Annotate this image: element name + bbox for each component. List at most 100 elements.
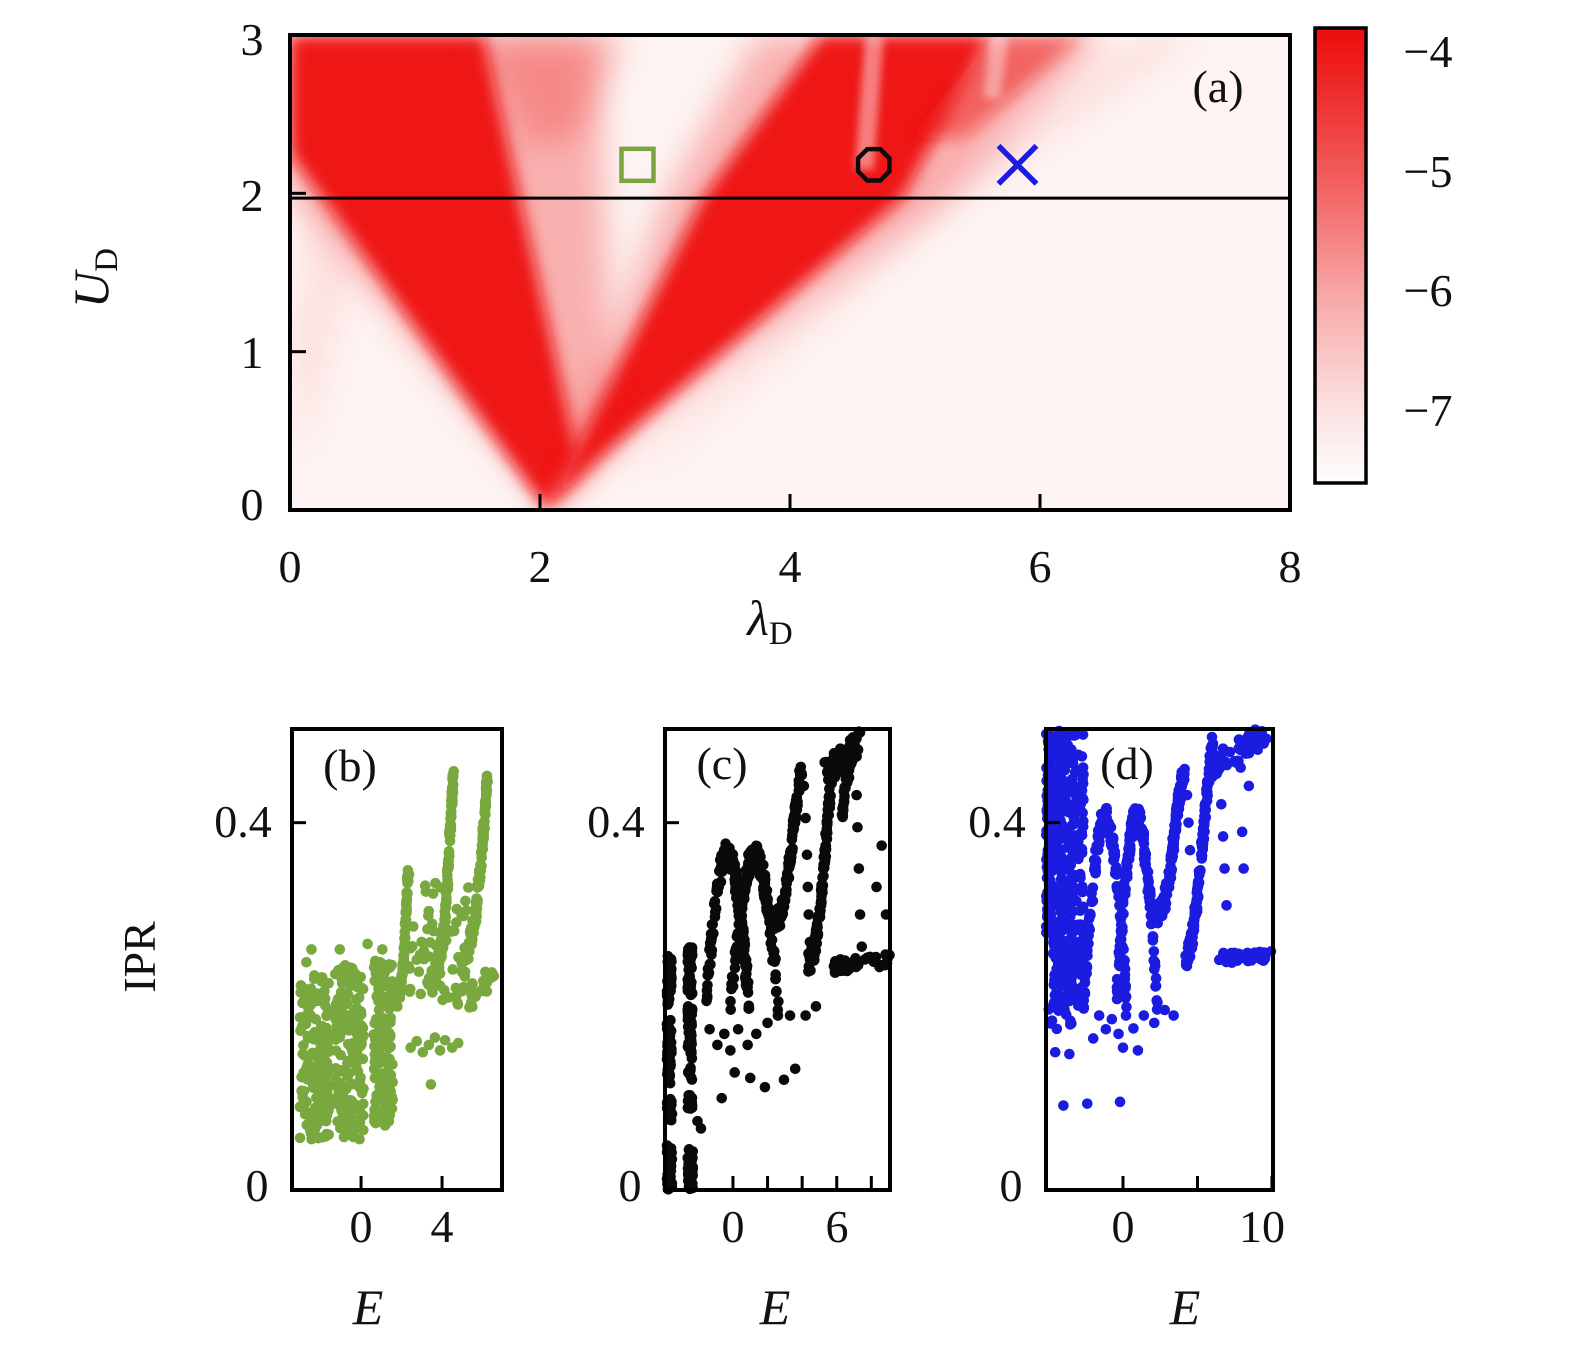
scatter-dot <box>1049 943 1061 955</box>
scatter-dot <box>1063 976 1075 988</box>
scatter-dot <box>1172 795 1184 807</box>
scatter-dot <box>810 1001 822 1012</box>
scatter-dot <box>1078 815 1089 827</box>
a-xtick-2: 2 <box>528 541 552 592</box>
scatter-dot <box>311 1117 323 1128</box>
scatter-dot <box>664 1030 676 1041</box>
scatter-dot <box>870 951 882 963</box>
scatter-dot <box>683 1068 695 1080</box>
scatter-dot <box>740 864 752 876</box>
c-xtick-0: 0 <box>721 1201 745 1252</box>
scatter-dot <box>1077 884 1088 896</box>
scatter-dot <box>1107 833 1119 845</box>
scatter-dot <box>754 847 765 859</box>
scatter-dot <box>1216 752 1227 763</box>
scatter-dot <box>461 905 472 916</box>
scatter-dot <box>853 863 865 874</box>
a-ytick-3: 3 <box>240 14 264 65</box>
scatter-dot <box>1049 969 1060 981</box>
scatter-dot <box>300 997 312 1009</box>
scatter-dot <box>458 956 469 967</box>
scatter-dot <box>1128 1023 1139 1034</box>
scatter-dot <box>1062 739 1074 751</box>
scatter-dot <box>1201 795 1213 807</box>
scatter-dot <box>1202 786 1213 798</box>
scatter-dot <box>1080 967 1091 979</box>
scatter-dot <box>1236 826 1248 838</box>
scatter-dot <box>1148 946 1160 957</box>
scatter-dot <box>846 744 858 756</box>
scatter-dot <box>1151 1004 1163 1015</box>
scatter-dot <box>447 770 459 781</box>
scatter-dot <box>1068 839 1080 851</box>
scatter-dot <box>1210 759 1221 771</box>
scatter-dot <box>467 1001 478 1013</box>
scatter-dot <box>770 986 782 998</box>
scatter-dot <box>785 851 797 863</box>
heat-ridge-1 <box>290 35 578 510</box>
scatter-dot <box>821 815 833 827</box>
scatter-dot <box>381 1057 392 1068</box>
scatter-dot <box>808 944 819 956</box>
a-xtick-6: 6 <box>1028 541 1052 592</box>
scatter-dot <box>744 1072 756 1084</box>
scatter-dot <box>404 986 415 998</box>
scatter-dot <box>735 895 747 906</box>
scatter-dot <box>1078 1002 1090 1013</box>
scatter-dot <box>335 1029 346 1040</box>
scatter-dot <box>443 859 454 870</box>
scatter-dot <box>729 946 741 958</box>
scatter-dot <box>787 822 799 834</box>
scatter-dot <box>1206 771 1218 783</box>
scatter-dot <box>856 941 868 952</box>
b-ytick-04: 0.4 <box>214 796 272 847</box>
scatter-dot <box>821 826 832 838</box>
scatter-dot <box>1122 854 1134 866</box>
scatter-dot <box>814 910 825 921</box>
scatter-dot <box>1123 843 1134 855</box>
scatter-dot <box>1120 1010 1132 1021</box>
scatter-dot <box>345 962 356 973</box>
cbar-tick-m4: −4 <box>1403 26 1453 77</box>
scatter-dot <box>1058 1100 1069 1111</box>
panel-b-frame <box>290 727 504 1192</box>
scatter-dot <box>451 903 463 915</box>
scatter-dot <box>836 746 848 758</box>
scatter-dot <box>426 918 438 930</box>
d-ytick-0: 0 <box>999 1160 1023 1211</box>
scatter-dot <box>357 1110 369 1121</box>
scatter-dot <box>1199 826 1210 837</box>
scatter-dot <box>383 1080 395 1092</box>
scatter-dot <box>382 1066 393 1077</box>
panel-a-frame <box>288 33 1292 512</box>
scatter-dot <box>398 949 410 961</box>
scatter-dot <box>1087 1033 1099 1044</box>
scatter-dot <box>846 756 858 767</box>
scatter-dot <box>445 806 457 818</box>
scatter-dot <box>1086 896 1098 907</box>
a-xlabel: λD <box>747 593 793 651</box>
scatter-dot <box>1217 950 1229 962</box>
scatter-dot <box>683 1095 695 1107</box>
scatter-dot <box>1049 881 1060 892</box>
panel-a-overlay <box>290 143 1290 200</box>
scatter-dot <box>331 1009 343 1020</box>
scatter-dot <box>362 938 373 950</box>
scatter-dot <box>850 961 862 973</box>
scatter-dot <box>743 1003 755 1014</box>
scatter-dot <box>842 774 854 786</box>
scatter-dot <box>321 1022 332 1034</box>
scatter-dot <box>439 911 451 923</box>
scatter-dot <box>725 996 736 1007</box>
scatter-dot <box>713 881 725 893</box>
scatter-dot <box>871 881 882 893</box>
a-ylabel-base: U <box>62 271 119 308</box>
scatter-dot <box>480 966 491 978</box>
scatter-dot <box>1144 884 1156 896</box>
scatter-dot <box>1181 789 1193 801</box>
scatter-dot <box>800 812 811 824</box>
scatter-dot <box>311 1092 322 1104</box>
cbar-tick-m5: −5 <box>1403 146 1453 197</box>
scatter-dot <box>1063 806 1074 818</box>
scatter-dot <box>1152 917 1164 929</box>
